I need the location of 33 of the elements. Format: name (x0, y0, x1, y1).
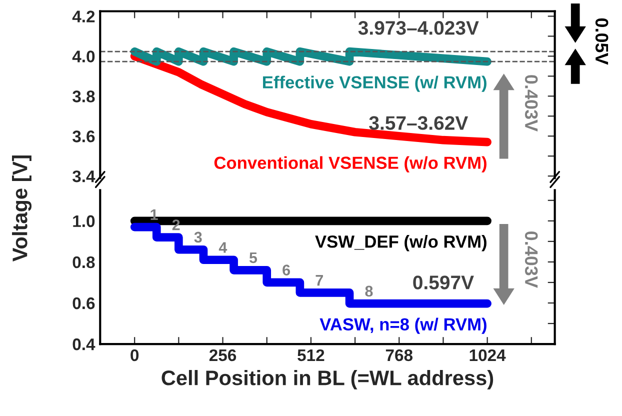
annotation: 6 (282, 264, 290, 276)
x-tick-label: 1024 (470, 349, 506, 362)
series-label: Conventional VSENSE (w/o RVM) (214, 156, 486, 172)
annotation: 0.403V (524, 231, 538, 288)
annotation: 3.973–4.023V (358, 21, 479, 35)
annotation: 3 (194, 232, 202, 243)
x-tick-label: 0 (130, 349, 139, 362)
y-tick-label: 3.8 (72, 90, 95, 102)
y-tick-label: 1.0 (73, 215, 95, 228)
annotation: 2 (172, 219, 180, 230)
series-label: VSW_DEF (w/o RVM) (315, 235, 486, 252)
x-tick-label: 768 (386, 349, 413, 362)
y-axis-title: Voltage [V] (12, 156, 32, 262)
x-tick-label: 256 (209, 349, 236, 362)
annotation: 0.597V (413, 276, 474, 290)
y-tick-label: 0.8 (72, 256, 95, 268)
y-tick-label: 4.2 (72, 10, 95, 22)
y-tick-label: 4.0 (72, 50, 95, 62)
annotation: 7 (316, 275, 323, 286)
series-label: Effective VSENSE (w/ RVM) (263, 76, 486, 92)
y-tick-label: 3.4 (72, 170, 96, 182)
y-tick-label: 0.6 (72, 297, 95, 310)
series-label: VASW, n=8 (w/ RVM) (320, 318, 486, 334)
text: 0.05V (595, 18, 608, 65)
y-tick-label: 0.4 (72, 338, 96, 350)
y-tick-label: 3.6 (72, 130, 95, 142)
annotation: 5 (249, 252, 258, 264)
annotation: 4 (218, 242, 228, 253)
x-axis-title: Cell Position in BL (=WL address) (162, 370, 494, 390)
annotation: 8 (365, 286, 373, 297)
x-tick-label: 512 (298, 349, 324, 362)
annotation: 3.57–3.62V (369, 116, 468, 130)
annotation: 0.403V (524, 75, 538, 132)
